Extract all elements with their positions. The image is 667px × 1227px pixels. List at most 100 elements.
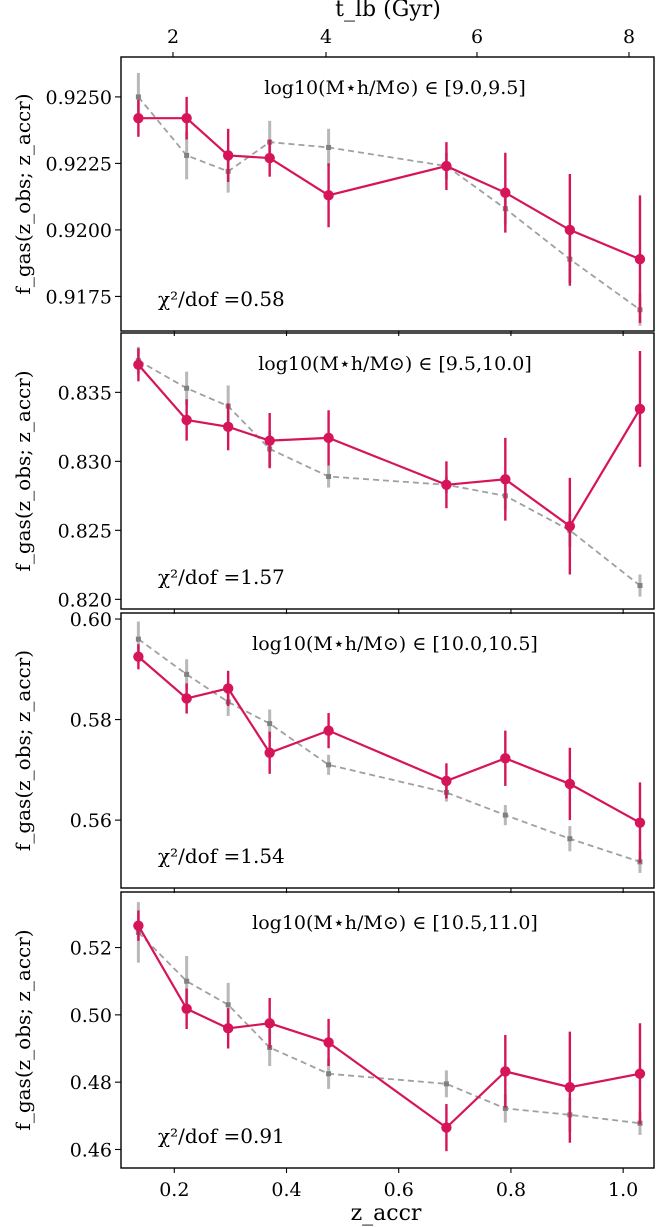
primary-line [138,117,641,261]
primary-marker [222,421,234,433]
primary-marker [133,359,144,370]
panel-title: log10(M⋆h/M⊙) ∈ [9.5,10.0] [258,353,532,375]
y-tick-label: 0.825 [58,520,112,542]
primary-marker [441,775,452,787]
x-tick-label: 1.0 [608,1179,638,1201]
primary-line [137,925,641,1130]
secondary-marker [184,385,190,391]
y-tick-label: 0.46 [70,1139,112,1161]
x-tick-label: 0.4 [271,1179,301,1201]
primary-marker [634,1068,646,1079]
primary-marker [133,920,144,931]
primary-marker [500,753,511,764]
chi2-annotation: χ²/dof =0.91 [158,1124,285,1148]
secondary-marker [326,1071,332,1077]
chi2-annotation: χ²/dof =1.57 [158,565,285,589]
primary-marker [564,521,576,532]
y-axis-label: f_gas(z_obs; z_accr) [11,370,35,571]
primary-marker [441,160,452,172]
secondary-marker [326,762,332,768]
secondary-marker [225,1002,231,1008]
primary-marker [323,432,334,444]
top-axis: 2 4 6 8 t_lb (Gyr) [167,0,635,57]
y-axis-label: f_gas(z_obs; z_accr) [11,93,35,294]
secondary-line [137,638,641,863]
series-secondary [135,621,643,873]
secondary-marker [637,583,643,589]
panel-2: 0.820 0.825 0.830 0.835 f_gas(z_obs; z_accr)… [11,332,655,614]
primary-marker [133,112,144,124]
y-tick-label: 0.9250 [46,87,112,109]
primary-marker [564,778,576,790]
panel-title: log10(M⋆h/M⊙) ∈ [10.5,11.0] [252,912,538,934]
secondary-marker [135,94,141,100]
primary-marker [264,747,275,758]
series-primary [133,910,646,1152]
panel-4: 0.46 0.48 0.50 0.52 f_gas(z_obs; z_accr) log1… [11,891,655,1173]
y-tick-label: 0.60 [70,609,112,631]
primary-marker [222,683,234,694]
primary-marker [564,224,576,236]
secondary-line [137,931,641,1125]
panel-3: 0.56 0.58 0.60 f_gas(z_obs; z_accr) log10(M⋆… [11,609,655,893]
primary-marker [133,651,144,662]
primary-marker [634,253,646,265]
panel-frame [120,891,655,1169]
panel-1: 0.9175 0.9200 0.9225 0.9250 f_gas(z_obs; z_a… [11,56,655,336]
secondary-marker [267,721,273,727]
secondary-marker [502,812,508,818]
x-tick-label: 0.2 [159,1179,189,1201]
series-primary [133,96,646,324]
y-tick-label: 0.9200 [46,220,112,242]
top-tick-label: 8 [623,26,635,48]
primary-marker [441,479,452,490]
primary-marker [564,1082,576,1093]
primary-marker [222,1023,234,1034]
series-secondary [135,346,643,597]
secondary-marker [502,1105,508,1111]
top-tick-label: 2 [167,26,179,48]
primary-marker [441,1122,452,1133]
primary-marker [323,190,334,201]
y-tick-label: 0.48 [70,1072,112,1094]
primary-marker [181,112,192,124]
x-tick-label: 0.6 [384,1179,414,1201]
y-tick-label: 0.830 [58,451,112,473]
bottom-axis: 0.2 0.4 0.6 0.8 1.0 z_accr [159,1179,638,1226]
primary-marker [222,150,234,161]
x-axis-label: z_accr [351,1201,422,1226]
primary-line [137,655,641,824]
panel-frame [120,332,655,610]
y-tick-label: 0.835 [58,382,112,404]
primary-marker [500,1066,511,1077]
secondary-marker [567,836,573,842]
panel-frame [120,612,655,889]
panels: 0.9175 0.9200 0.9225 0.9250 f_gas(z_obs; z_a… [11,56,655,1173]
x-tick-label: 0.8 [496,1179,526,1201]
y-axis-label: f_gas(z_obs; z_accr) [11,650,35,851]
y-tick-label: 0.820 [58,589,112,611]
y-tick-label: 0.9175 [46,286,112,308]
panel-title: log10(M⋆h/M⊙) ∈ [10.0,10.5] [252,633,538,655]
panel-title: log10(M⋆h/M⊙) ∈ [9.0,9.5] [264,77,525,99]
top-axis-ticks: 2 4 6 8 [167,26,635,57]
secondary-marker [326,474,332,480]
primary-marker [634,817,646,828]
primary-marker [264,152,275,164]
secondary-marker [184,978,190,984]
panel-frame [120,56,655,332]
primary-marker [264,435,275,446]
primary-marker [634,403,646,415]
series-primary [133,348,646,575]
top-tick-label: 4 [320,26,332,48]
secondary-marker [443,1081,449,1087]
primary-marker [500,187,511,198]
secondary-marker [184,671,190,677]
top-axis-label: t_lb (Gyr) [335,0,441,22]
y-tick-label: 0.58 [70,710,112,732]
primary-marker [323,1037,334,1048]
series-primary [133,644,646,863]
y-axis-label: f_gas(z_obs; z_accr) [11,929,35,1130]
primary-marker [181,1003,192,1014]
